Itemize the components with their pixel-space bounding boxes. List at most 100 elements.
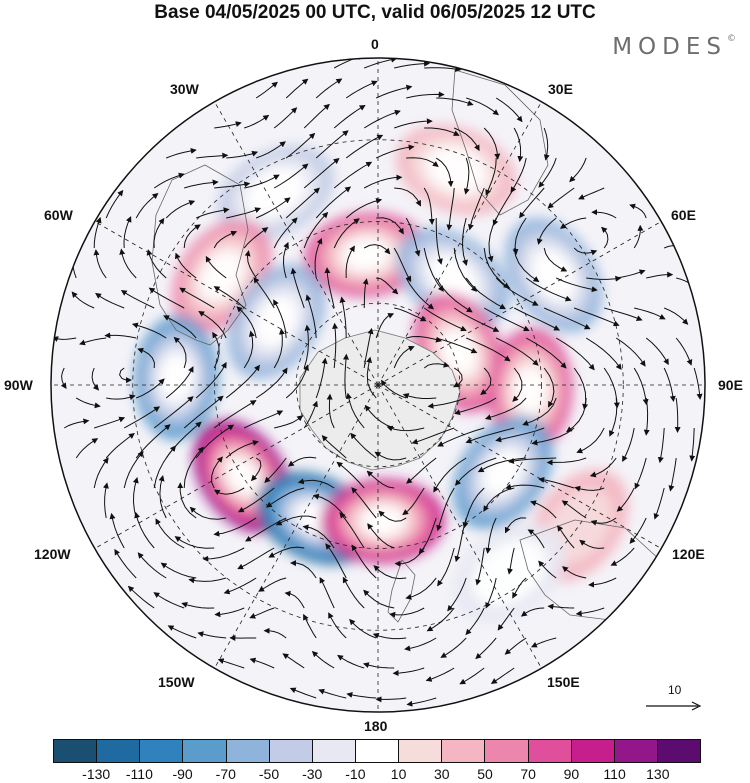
wind-vector-arrow bbox=[319, 577, 335, 609]
wind-vector-arrow bbox=[405, 277, 435, 310]
wind-vector-arrow bbox=[303, 157, 340, 189]
wind-vector-arrow bbox=[426, 607, 455, 632]
wind-vector-arrow bbox=[302, 524, 335, 549]
wind-vector-arrow bbox=[629, 517, 647, 544]
wind-vector-arrow bbox=[622, 427, 635, 462]
wind-vector-arrow bbox=[165, 366, 194, 399]
wind-vector-arrow bbox=[664, 307, 689, 325]
wind-vector-arrow bbox=[381, 379, 407, 399]
wind-vector-arrow bbox=[350, 432, 377, 459]
wind-vector-arrow bbox=[589, 457, 617, 478]
wind-vector-arrow bbox=[243, 410, 284, 429]
wind-vector-arrow bbox=[454, 517, 467, 563]
wind-vector-arrow bbox=[609, 397, 618, 437]
wind-vector-arrow bbox=[91, 367, 100, 391]
wind-vector-arrow bbox=[363, 174, 403, 189]
wind-vector-arrow bbox=[433, 457, 467, 493]
wind-vector-arrow bbox=[258, 577, 287, 592]
wind-vector-arrow bbox=[131, 322, 167, 339]
colorbar-tick-label: -90 bbox=[172, 766, 193, 782]
wind-vector-arrow bbox=[153, 172, 185, 189]
wind-vector-arrow bbox=[263, 627, 287, 639]
colorbar-tick-label: 30 bbox=[434, 766, 450, 782]
wind-vector-arrow bbox=[127, 585, 155, 609]
wind-vector-arrow bbox=[418, 517, 437, 555]
wind-vector-arrow bbox=[226, 207, 262, 219]
meridian-line bbox=[377, 384, 542, 669]
wind-vector-arrow bbox=[297, 478, 335, 489]
wind-vector-arrow bbox=[363, 244, 391, 255]
wind-vector-arrow bbox=[378, 510, 407, 522]
wind-vector-arrow bbox=[315, 78, 343, 99]
wind-vector-arrow bbox=[163, 315, 197, 339]
wind-vector-arrow bbox=[461, 217, 468, 266]
wind-vector-arrow bbox=[290, 560, 317, 579]
colorbar-swatch-2 bbox=[140, 740, 184, 762]
wind-vector-arrow bbox=[223, 577, 257, 595]
meridian-line bbox=[377, 221, 662, 386]
wind-vector-arrow bbox=[633, 224, 644, 249]
wind-vector-arrow bbox=[52, 336, 77, 342]
wind-vector-arrow bbox=[394, 187, 421, 207]
wind-vector-arrow bbox=[424, 66, 462, 72]
wind-vector-arrow bbox=[674, 397, 681, 433]
wind-vector-arrow bbox=[337, 654, 365, 669]
wind-vector-arrow bbox=[94, 416, 126, 429]
wind-vector-arrow bbox=[490, 667, 515, 684]
meridian-line bbox=[377, 384, 662, 549]
wind-vector-arrow bbox=[226, 150, 259, 159]
wind-vector-arrow bbox=[435, 157, 454, 188]
wind-vector-arrow bbox=[250, 457, 262, 482]
wind-vector-arrow bbox=[273, 328, 285, 369]
wind-vector-arrow bbox=[196, 207, 230, 219]
wind-vectors bbox=[52, 58, 703, 707]
wind-vector-arrow bbox=[483, 127, 501, 160]
wind-vector-arrow bbox=[586, 275, 622, 282]
wind-vector-arrow bbox=[75, 438, 99, 459]
wind-vector-arrow bbox=[244, 174, 280, 189]
colorbar-tick-label: -50 bbox=[258, 766, 280, 782]
wind-vector-arrow bbox=[483, 247, 510, 289]
wind-vector-arrow bbox=[153, 445, 177, 489]
new-zealand-outline bbox=[387, 559, 416, 623]
wind-vector-arrow bbox=[273, 163, 309, 189]
colorbar-swatch-11 bbox=[528, 740, 572, 762]
wind-vector-arrow bbox=[616, 269, 646, 279]
wind-vector-arrow bbox=[104, 332, 137, 339]
wind-vector-arrow bbox=[158, 475, 167, 519]
wind-vector-arrow bbox=[253, 276, 275, 309]
colorbar-tick-label: -130 bbox=[82, 766, 111, 782]
wind-vector-arrow bbox=[236, 306, 257, 339]
wind-vector-arrow bbox=[60, 367, 67, 390]
wind-vector-arrow bbox=[346, 392, 365, 429]
wind-vector-arrow bbox=[174, 536, 215, 549]
wind-vector-arrow bbox=[404, 637, 437, 652]
wind-vector-arrow bbox=[590, 517, 617, 526]
wind-vector-arrow bbox=[394, 60, 431, 69]
wind-vector-arrow bbox=[343, 353, 349, 399]
colorbar-tick-label: -10 bbox=[345, 766, 366, 782]
wind-vector-arrow bbox=[273, 107, 298, 129]
meridian-line bbox=[94, 384, 379, 549]
meridian-line bbox=[214, 384, 379, 669]
graticule bbox=[51, 58, 705, 712]
wind-vector-arrow bbox=[189, 506, 227, 520]
wind-vector-arrow bbox=[249, 607, 275, 619]
wind-vector-arrow bbox=[406, 697, 437, 707]
lon-label-150e: 150E bbox=[547, 674, 580, 690]
wind-vector-arrow bbox=[345, 245, 355, 279]
wind-vector-arrow bbox=[392, 667, 425, 677]
wind-vector-arrow bbox=[174, 252, 197, 279]
wind-vector-arrow bbox=[555, 277, 598, 293]
wind-vector-arrow bbox=[495, 277, 539, 306]
lon-label-90w: 90W bbox=[4, 377, 33, 393]
colorbar-swatch-8 bbox=[399, 740, 443, 762]
wind-vector-arrow bbox=[427, 397, 467, 409]
wind-vector-arrow bbox=[453, 307, 500, 332]
wind-vector-arrow bbox=[123, 216, 132, 249]
wind-vector-arrow bbox=[375, 313, 395, 339]
wind-vector-arrow bbox=[601, 226, 609, 249]
colorbar-tick-label: 70 bbox=[520, 766, 536, 782]
lon-label-30w: 30W bbox=[170, 81, 199, 97]
wind-vector-arrow bbox=[114, 548, 137, 579]
